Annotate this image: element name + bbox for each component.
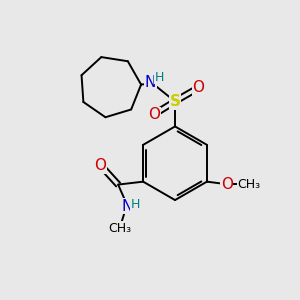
Text: O: O [94,158,106,173]
Text: H: H [131,197,140,211]
Text: S: S [169,94,181,109]
Text: N: N [122,199,133,214]
Text: O: O [148,107,160,122]
Text: N: N [145,75,156,90]
Text: CH₃: CH₃ [108,222,131,235]
Text: O: O [193,80,205,95]
Text: H: H [155,71,164,84]
Text: CH₃: CH₃ [238,178,261,190]
Text: O: O [220,176,232,191]
